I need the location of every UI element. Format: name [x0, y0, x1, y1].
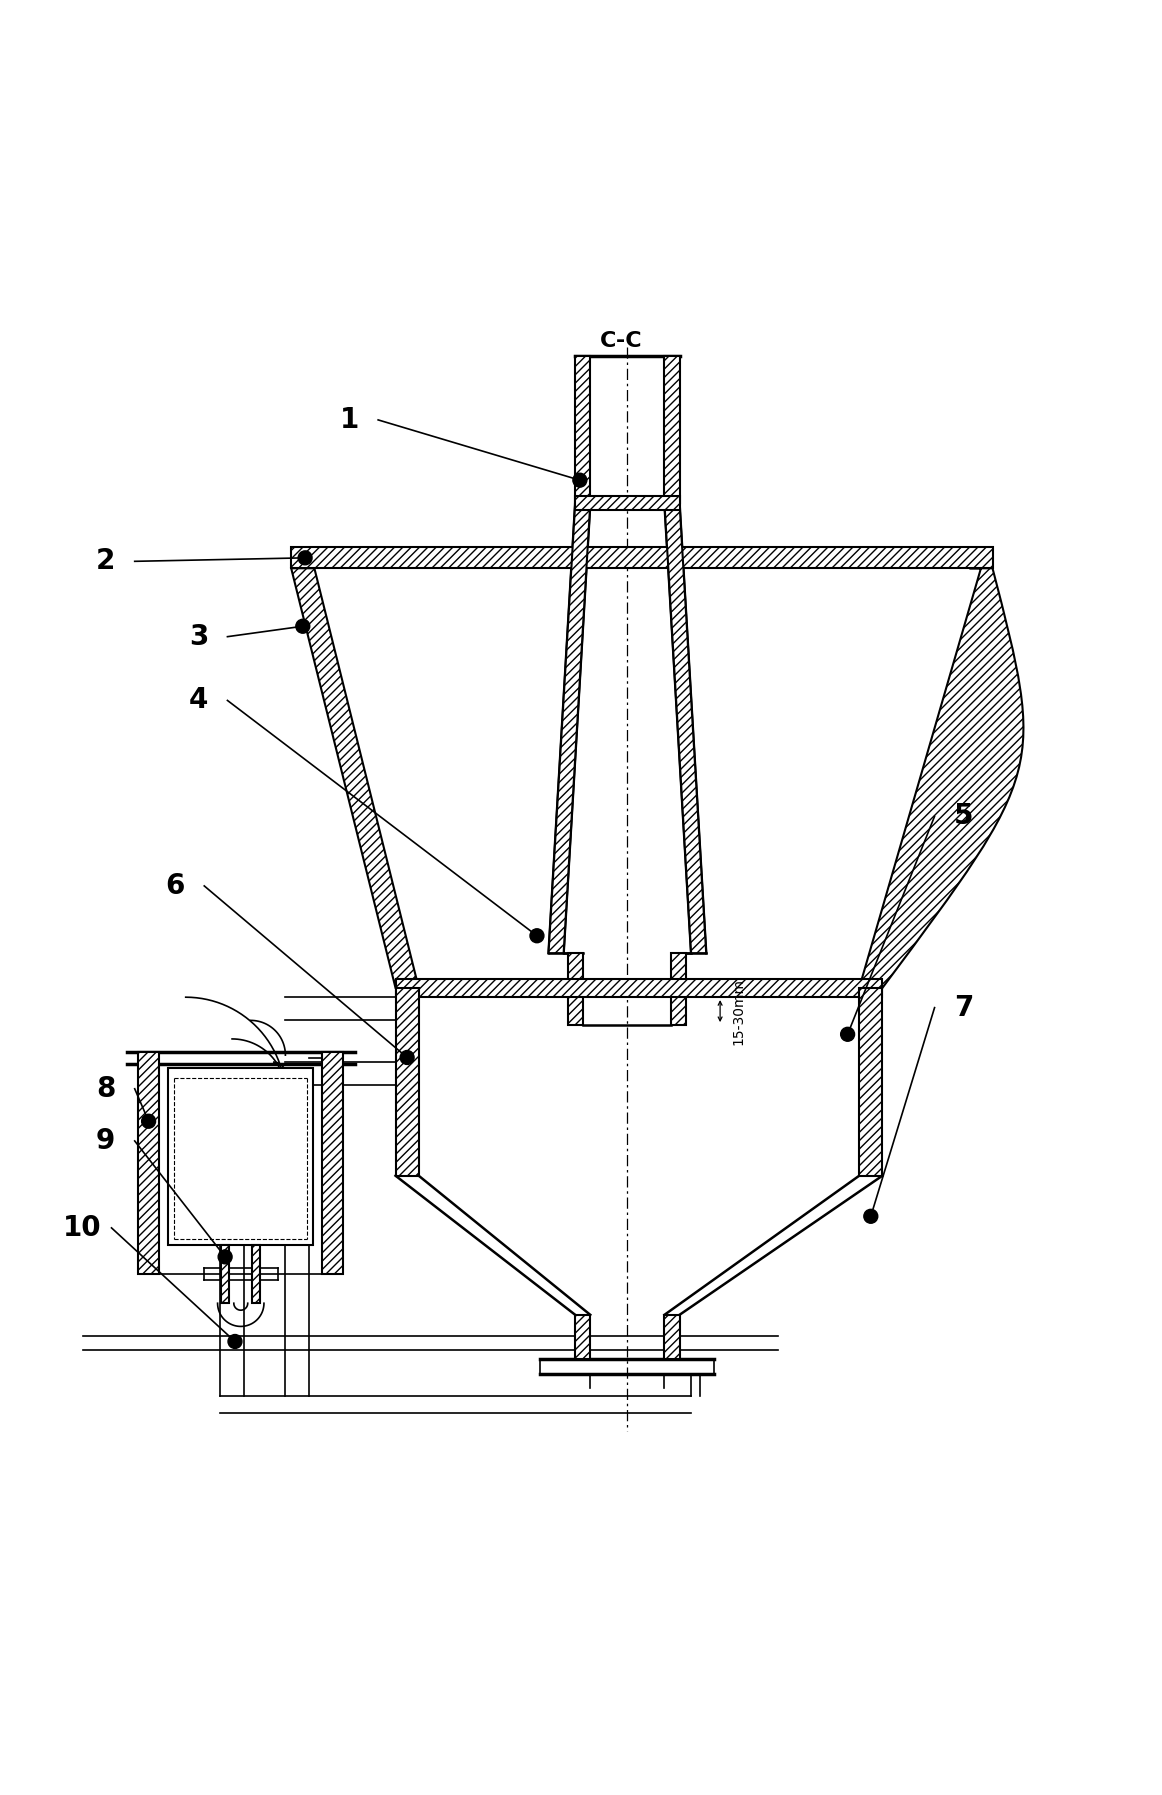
Text: 4: 4: [188, 686, 208, 714]
Text: 8: 8: [96, 1075, 115, 1102]
Circle shape: [228, 1334, 242, 1348]
Circle shape: [296, 619, 310, 634]
Bar: [575, 497, 680, 510]
Polygon shape: [548, 503, 590, 953]
Text: 2: 2: [96, 547, 115, 576]
Bar: [138, 1052, 159, 1274]
Bar: [252, 1246, 260, 1303]
Bar: [323, 1052, 343, 1274]
Text: 3: 3: [188, 623, 208, 650]
Circle shape: [573, 474, 587, 486]
Text: 7: 7: [954, 994, 974, 1021]
Text: 9: 9: [96, 1127, 115, 1154]
Text: 15-30mm: 15-30mm: [732, 978, 746, 1045]
Text: 1: 1: [339, 406, 359, 434]
PathPatch shape: [859, 569, 1024, 987]
Circle shape: [530, 928, 544, 942]
Circle shape: [299, 551, 313, 565]
Bar: [859, 987, 882, 1176]
Text: 5: 5: [954, 802, 974, 831]
Text: 10: 10: [63, 1213, 102, 1242]
Bar: [665, 355, 680, 503]
Circle shape: [400, 1050, 414, 1064]
Bar: [168, 1068, 314, 1246]
Polygon shape: [292, 569, 418, 987]
Bar: [395, 987, 418, 1176]
Bar: [665, 1314, 680, 1359]
Text: C-C: C-C: [601, 330, 643, 352]
Circle shape: [142, 1115, 156, 1129]
Polygon shape: [665, 503, 706, 953]
Bar: [672, 953, 687, 1025]
Bar: [575, 1314, 590, 1359]
Bar: [575, 355, 590, 503]
Circle shape: [840, 1027, 854, 1041]
Circle shape: [218, 1249, 232, 1264]
Bar: [221, 1246, 229, 1303]
Bar: [292, 547, 992, 569]
Bar: [568, 953, 583, 1025]
Circle shape: [863, 1210, 877, 1222]
Bar: [395, 978, 882, 998]
Text: 6: 6: [165, 872, 185, 899]
